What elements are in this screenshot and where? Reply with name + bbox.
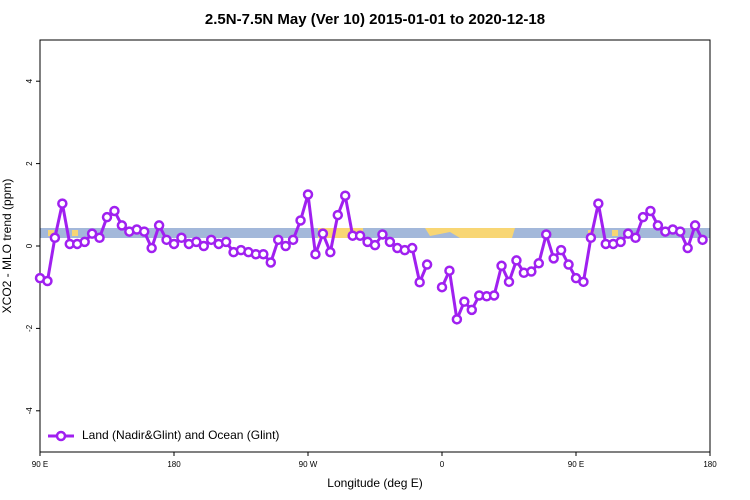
data-point [280,240,291,252]
data-point [310,248,321,260]
data-point [138,226,150,237]
data-point [414,277,425,288]
data-point [101,211,113,223]
data-point [168,238,180,250]
data-point [79,236,90,248]
data-point [161,234,172,246]
data-point [295,215,306,226]
chart-title: 2.5N-7.5N May (Ver 10) 2015-01-01 to 202… [205,11,545,28]
data-point [205,234,217,246]
data-point [57,198,68,209]
data-point [258,248,269,260]
data-point [176,232,187,244]
data-point [622,228,634,239]
land-patch [318,228,363,238]
data-point [511,255,522,266]
data-point [325,246,336,258]
data-point [444,265,455,276]
land-patch [612,230,618,236]
data-point [317,228,329,239]
data-point [689,220,701,231]
data-line [39,190,704,325]
data-point [86,228,98,239]
x-tick-label: 180 [167,460,181,469]
data-point [191,236,202,248]
y-tick-label: 2 [25,161,34,166]
data-point [198,240,210,252]
data-point [109,205,120,217]
x-tick-label: 0 [440,460,445,469]
legend-label: Land (Nadir&Glint) and Ocean (Glint) [82,428,279,442]
data-point [436,281,448,293]
data-point [94,232,105,244]
x-tick-label: 90 E [568,460,584,469]
data-point [540,229,552,240]
data-point [384,236,396,248]
data-point [682,242,693,254]
data-point [146,242,157,254]
legend-marker [55,430,67,442]
y-tick-label: -4 [25,407,34,415]
data-point [451,314,463,325]
data-point [645,205,656,217]
x-tick-label: 90 E [32,460,48,469]
data-point [585,232,597,244]
data-point [555,244,567,256]
data-point [578,276,589,288]
data-point [339,190,351,201]
data-point [287,234,299,246]
y-axis-label: XCO2 - MLO trend (ppm) [0,179,14,314]
data-point [488,290,500,301]
data-point [421,259,433,270]
y-tick-label: 0 [25,243,34,248]
y-tick-label: -2 [25,324,34,332]
land-patch [48,230,54,236]
data-point [637,211,649,223]
data-point [332,209,344,221]
ocean-strip [40,228,710,238]
data-point [220,236,232,248]
data-point [652,220,664,231]
data-point [526,266,537,277]
y-tick-label: 4 [25,78,34,83]
data-point [697,234,708,246]
data-point [49,232,61,244]
data-point [563,259,574,270]
data-point [369,239,381,251]
data-point [354,230,366,241]
data-point [593,198,604,209]
land-patch [72,230,78,236]
land-patch [425,228,515,238]
data-point [533,258,545,269]
x-tick-label: 90 W [299,460,318,469]
data-point [42,275,53,287]
data-point [503,276,515,288]
x-axis-label: Longitude (deg E) [327,476,422,490]
data-point [377,229,388,240]
data-point [272,234,284,246]
data-point [302,189,314,200]
data-point [265,257,277,268]
data-point [615,236,626,248]
data-point [459,296,470,307]
data-point [630,232,641,244]
data-point [674,226,686,237]
data-point [116,220,128,231]
map-strip [40,228,710,238]
data-point [406,242,418,254]
data-point [496,260,507,272]
data-point [466,304,478,316]
data-point [153,220,165,231]
data-point [548,253,559,264]
x-tick-label: 180 [703,460,717,469]
